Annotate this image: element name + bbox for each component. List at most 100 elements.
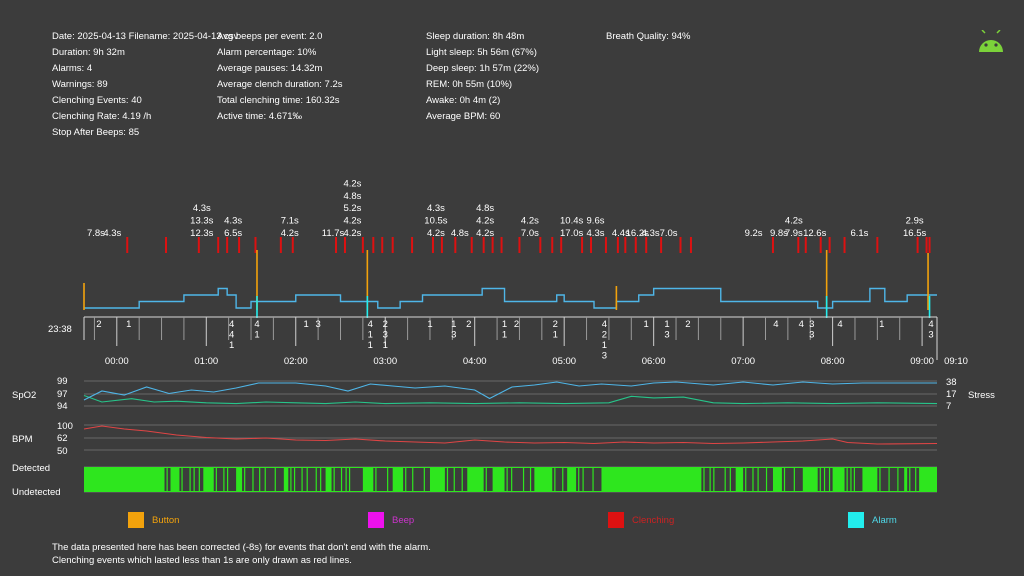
- legend-beep-label: Beep: [392, 515, 415, 526]
- beep-count-label: 4: [368, 319, 373, 330]
- beep-count-label: 3: [315, 319, 320, 330]
- clench-duration-label: 10.4s: [560, 216, 583, 227]
- detection-spike: [850, 467, 852, 492]
- clench-mark: [491, 237, 494, 253]
- beep-count-label: 2: [514, 319, 519, 330]
- clench-duration-label: 10.5s: [424, 216, 447, 227]
- beep-count-label: 2: [466, 319, 471, 330]
- clench-duration-label: 7.1s: [281, 216, 299, 227]
- beep-count-label: 1: [368, 330, 373, 341]
- detection-spike: [897, 467, 899, 492]
- detection-spike: [301, 467, 303, 492]
- clench-duration-label: 11.7s: [322, 228, 345, 239]
- detection-spike: [909, 467, 911, 492]
- legend-alarm-swatch: [848, 512, 864, 528]
- detection-spike: [765, 467, 768, 492]
- clench-mark: [624, 237, 627, 253]
- clench-mark: [581, 237, 584, 253]
- detection-spike: [320, 467, 322, 492]
- clench-mark: [238, 237, 241, 253]
- detection-spike: [853, 467, 855, 492]
- stat-col4-0: Breath Quality: 94%: [606, 31, 691, 42]
- beep-count-label: 1: [502, 319, 507, 330]
- detection-spike: [333, 467, 335, 492]
- detection-spike: [345, 467, 347, 492]
- detection-spike: [259, 467, 261, 492]
- clench-duration-label: 4.3s: [103, 228, 121, 239]
- clench-mark: [634, 237, 637, 253]
- clench-mark: [645, 237, 648, 253]
- clench-duration-label: 4.4s: [612, 228, 630, 239]
- bpm-tick-label: 50: [57, 446, 68, 457]
- legend-clenching-label: Clenching: [632, 515, 675, 526]
- beep-count-label: 1: [451, 319, 456, 330]
- beep-count-label: 1: [879, 319, 884, 330]
- beep-count-label: 3: [809, 319, 814, 330]
- undetected-gap: [907, 468, 920, 491]
- beep-count-label: 1: [502, 330, 507, 341]
- clench-duration-label: 9.6s: [587, 216, 605, 227]
- undetected-gap: [179, 468, 204, 491]
- beep-count-label: 4: [602, 319, 607, 330]
- android-icon: [979, 30, 1003, 52]
- hour-label: 02:00: [284, 356, 308, 367]
- clench-duration-label: 4.3s: [193, 203, 211, 214]
- detection-spike: [554, 467, 556, 492]
- stat-col3-1: Light sleep: 5h 56m (67%): [426, 47, 537, 58]
- beep-count-label: 4: [254, 319, 259, 330]
- beep-count-label: 2: [685, 319, 690, 330]
- stat-col2-5: Active time: 4.671‰: [217, 111, 303, 122]
- beep-count-label: 2: [96, 319, 101, 330]
- detection-spike: [375, 467, 377, 492]
- beep-count-label: 1: [126, 319, 131, 330]
- clench-mark: [590, 237, 593, 253]
- sleep-stage-graph: [84, 287, 937, 309]
- hour-label: 00:00: [105, 356, 129, 367]
- clench-mark: [500, 237, 503, 253]
- stress-tick-label: 38: [946, 377, 957, 388]
- detection-spike: [412, 467, 414, 492]
- time-end-label: 09:10: [944, 356, 968, 367]
- detection-spike: [244, 467, 246, 492]
- clench-duration-label: 9.8s: [770, 228, 788, 239]
- stress-line: [83, 394, 938, 405]
- clench-duration-label: 9.2s: [745, 228, 763, 239]
- stats-panel: Date: 2025-04-13 Filename: 2025-04-13.cs…: [0, 0, 1024, 150]
- detection-spike: [757, 467, 759, 492]
- beep-count-label: 1: [664, 319, 669, 330]
- detection-spike: [752, 467, 754, 492]
- clench-duration-label: 4.2s: [343, 178, 361, 189]
- detection-spike: [215, 467, 217, 492]
- footer-note-2: Clenching events which lasted less than …: [52, 555, 352, 566]
- detection-spike: [915, 467, 917, 492]
- stat-col1-0: Date: 2025-04-13 Filename: 2025-04-13.cs…: [52, 31, 239, 42]
- clench-duration-label: 4.3s: [427, 203, 445, 214]
- stat-col1-6: Stop After Beeps: 85: [52, 127, 140, 138]
- beep-count-label: 4: [229, 319, 234, 330]
- clench-mark: [604, 237, 607, 253]
- clench-mark: [679, 237, 682, 253]
- detection-spike: [453, 467, 455, 492]
- clench-mark: [217, 237, 220, 253]
- legend-clenching-swatch: [608, 512, 624, 528]
- clench-duration-label: 6.5s: [224, 228, 242, 239]
- beep-count-label: 4: [799, 319, 804, 330]
- hour-label: 03:00: [373, 356, 397, 367]
- detection-spike: [562, 467, 564, 492]
- detection-spike: [252, 467, 254, 492]
- clench-duration-label: 7.8s: [87, 228, 105, 239]
- clench-duration-label: 4.2s: [521, 216, 539, 227]
- clench-duration-label: 4.2s: [343, 228, 361, 239]
- detection-spike: [387, 467, 389, 492]
- detection-spike: [846, 467, 848, 492]
- detection-spike: [315, 467, 317, 492]
- detection-spike: [181, 467, 183, 492]
- undetected-gap: [576, 468, 602, 491]
- hour-label: 09:00: [910, 356, 934, 367]
- clench-mark: [197, 237, 200, 253]
- detection-spike: [582, 467, 584, 492]
- hour-label: 05:00: [552, 356, 576, 367]
- clench-mark: [928, 237, 931, 253]
- clench-duration-label: 4.2s: [343, 216, 361, 227]
- clench-mark: [689, 237, 692, 253]
